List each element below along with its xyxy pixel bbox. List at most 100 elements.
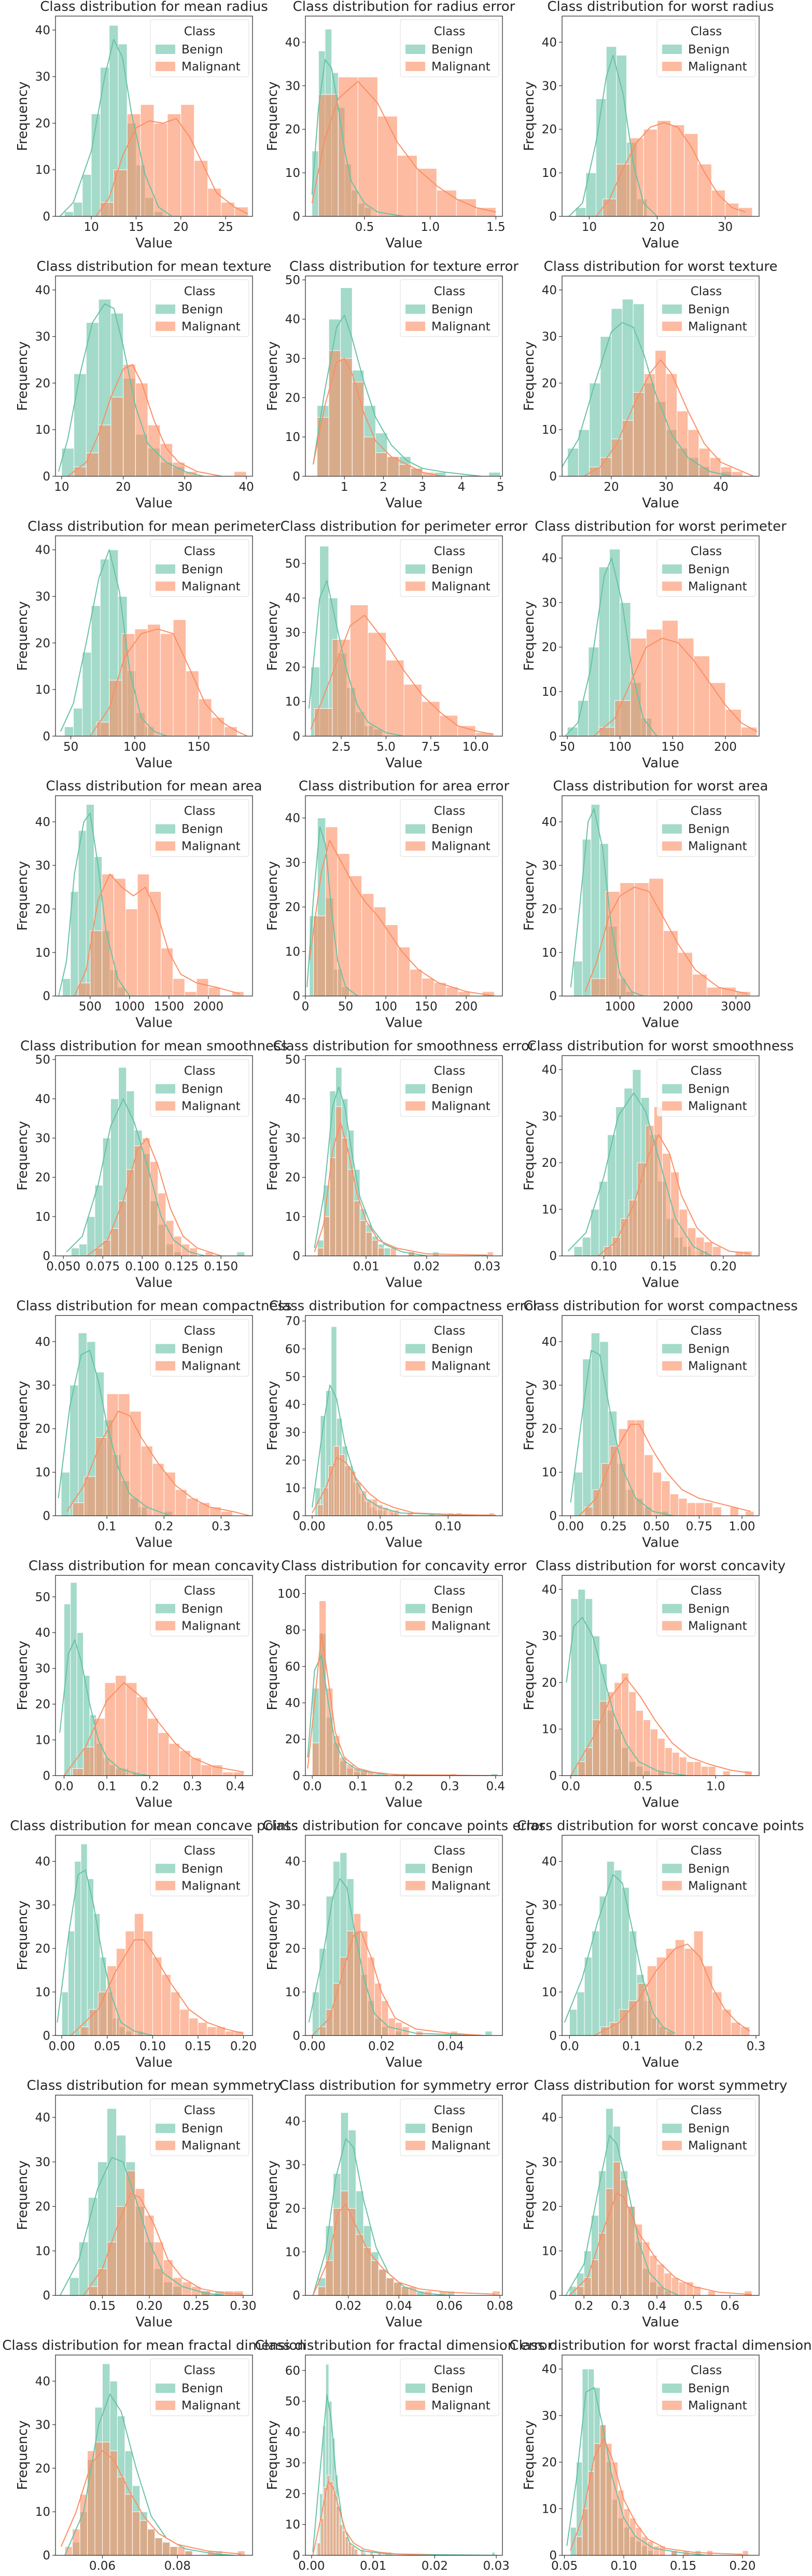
y-axis-label: Frequency (522, 861, 537, 931)
y-axis-label: Frequency (522, 1121, 537, 1190)
y-tick-label: 0 (43, 2029, 50, 2043)
y-tick-label: 20 (285, 1942, 300, 1955)
y-axis-label: Frequency (265, 2160, 281, 2230)
histogram-bar-malignant (173, 1236, 182, 1256)
histogram-bar-benign (598, 1181, 608, 1256)
x-tick-label: 0.050 (46, 1260, 80, 1274)
plot-area (58, 299, 247, 476)
y-tick-label: 10 (285, 1482, 300, 1495)
histogram-bar-malignant (110, 396, 124, 476)
y-axis-label: Frequency (15, 2160, 31, 2230)
histogram-bar-malignant (603, 198, 617, 216)
x-tick-label: 40 (239, 480, 254, 494)
histogram-bar-malignant (721, 2009, 732, 2036)
histogram-bar-malignant (616, 163, 631, 216)
x-tick-label: 0.2 (575, 2299, 594, 2313)
x-axis-label: Value (385, 755, 422, 771)
chart-title: Class distribution for mean fractal dime… (2, 2338, 305, 2353)
kde-line-malignant (312, 2203, 495, 2296)
histogram-bar-malignant (692, 974, 707, 996)
legend-swatch-malignant (405, 1621, 425, 1631)
histogram-bar-malignant (578, 1761, 586, 1776)
x-tick-label: 0.25 (600, 1520, 627, 1534)
y-tick-label: 40 (285, 592, 300, 605)
histogram-bar-benign (606, 1861, 615, 2036)
legend-label-malignant: Malignant (181, 2399, 241, 2413)
kde-line-benign (57, 1869, 153, 2036)
y-axis-label: Frequency (522, 1381, 537, 1450)
histogram-bar-malignant (372, 1239, 379, 1256)
histogram-bar-benign (578, 429, 590, 476)
histogram-bar-malignant (636, 1710, 643, 1776)
histogram-bar-malignant (374, 1983, 382, 2036)
y-tick-label: 0 (549, 470, 557, 484)
histogram-bar-malignant (194, 160, 208, 216)
y-tick-label: 40 (542, 36, 557, 49)
plot-area (566, 1589, 752, 1776)
y-tick-label: 10 (542, 685, 557, 699)
x-tick-label: 1.00 (729, 1520, 755, 1534)
x-tick-label: 0.10 (610, 2559, 637, 2573)
legend-label-benign: Benign (688, 823, 730, 836)
y-axis-label: Frequency (265, 341, 281, 411)
y-tick-label: 0 (549, 990, 557, 1003)
histogram-bar-malignant (403, 684, 423, 736)
y-tick-label: 10 (285, 1986, 300, 1999)
kde-line-benign (64, 2393, 234, 2556)
y-tick-label: 20 (285, 901, 300, 914)
histogram-bar-malignant (623, 2508, 630, 2556)
histogram-bar-malignant (634, 883, 650, 996)
legend-swatch-benign (405, 2124, 425, 2133)
x-tick-label: 0.00 (49, 2040, 75, 2053)
histogram-bar-malignant (339, 2524, 343, 2556)
histogram-bar-malignant (647, 1965, 657, 2036)
histogram-bar-malignant (117, 2476, 125, 2556)
x-tick-label: 0.4 (226, 1780, 245, 1793)
x-axis-label: Value (642, 755, 679, 771)
legend-swatch-benign (156, 1084, 175, 1094)
histogram-bar-benign (600, 336, 612, 476)
kde-line-benign (306, 826, 358, 996)
histogram-bar-benign (68, 1931, 75, 2036)
histogram-bar-benign (588, 646, 599, 736)
y-tick-label: 30 (542, 1899, 557, 1912)
y-tick-label: 10 (285, 945, 300, 959)
histogram-bar-malignant (333, 2208, 341, 2296)
legend-swatch-benign (156, 2124, 175, 2133)
histogram-bar-benign (91, 605, 101, 736)
histogram-bar-malignant (709, 682, 726, 736)
y-tick-label: 0 (292, 210, 300, 224)
x-tick-label: 500 (79, 1000, 102, 1014)
axes-frame (562, 1575, 760, 1776)
x-tick-label: 50 (63, 740, 78, 754)
chart-title: Class distribution for worst compactness (523, 1299, 797, 1314)
legend-label-benign: Benign (181, 2382, 223, 2395)
histogram-bar-malignant (172, 978, 185, 996)
histogram-bar-malignant (685, 2281, 694, 2296)
histogram-bar-malignant (592, 1719, 600, 1776)
histogram-bar-malignant (363, 436, 376, 476)
histogram-bar-malignant (329, 1157, 336, 1256)
x-axis-label: Value (385, 1275, 422, 1291)
histogram-bar-malignant (207, 188, 222, 216)
histogram-bar-malignant (458, 991, 471, 996)
chart-title: Class distribution for radius error (293, 0, 515, 15)
y-tick-label: 100 (277, 1587, 300, 1601)
y-tick-label: 20 (285, 123, 300, 136)
legend-swatch-malignant (156, 321, 175, 331)
histogram-bar-malignant (352, 381, 365, 476)
y-tick-label: 20 (542, 1156, 557, 1170)
histogram-bar-malignant (196, 978, 209, 996)
x-tick-label: 0.00 (299, 2040, 326, 2053)
x-tick-label: 20 (604, 480, 619, 494)
kde-line-benign (59, 1639, 150, 1776)
y-tick-label: 30 (285, 2158, 300, 2172)
x-tick-label: 150 (187, 740, 210, 754)
y-tick-label: 30 (542, 79, 557, 93)
y-axis-label: Frequency (15, 1121, 31, 1190)
kde-line-malignant (87, 1137, 221, 1256)
legend-swatch-malignant (405, 1361, 425, 1371)
histogram-bar-malignant (181, 1244, 190, 1256)
kde-line-malignant (579, 1424, 751, 1516)
legend-label-malignant: Malignant (431, 580, 491, 594)
